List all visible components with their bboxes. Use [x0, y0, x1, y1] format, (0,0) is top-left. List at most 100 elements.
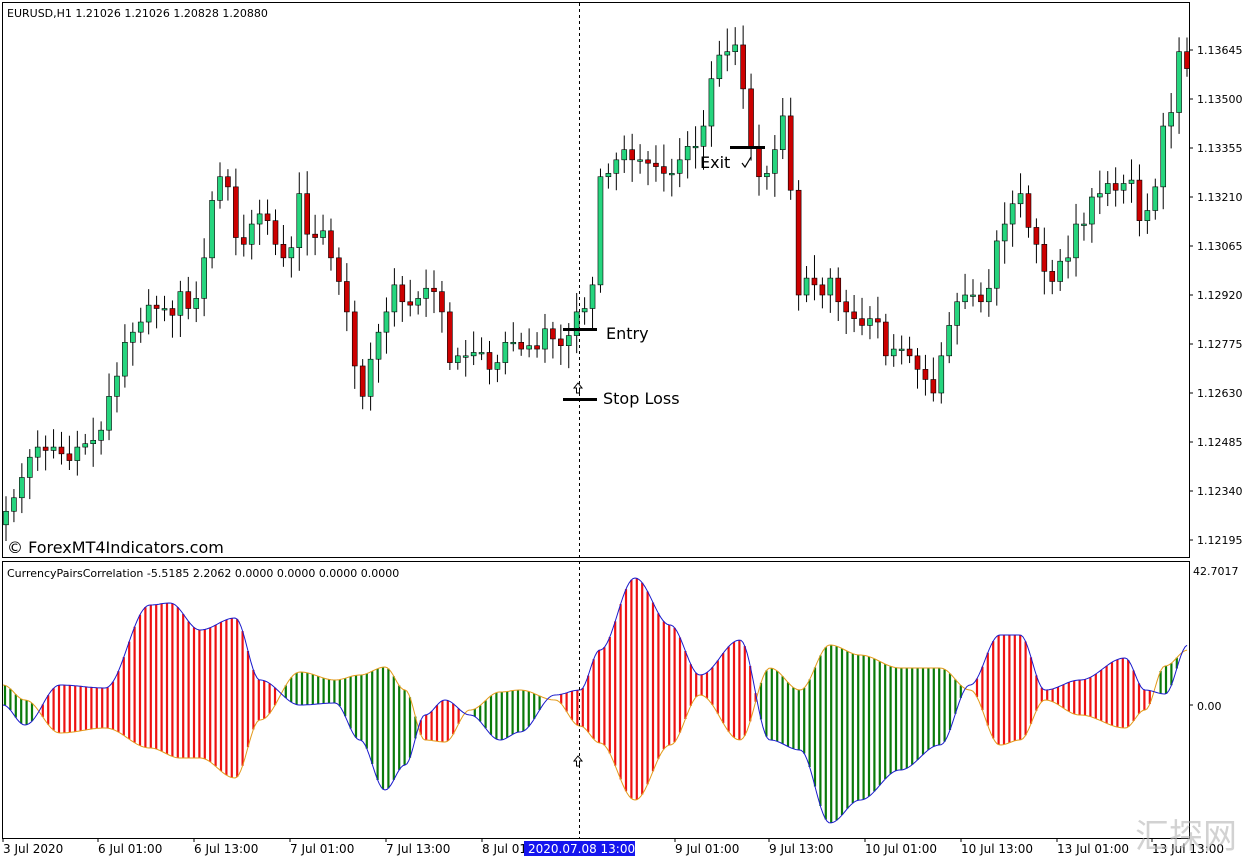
candle: [272, 209, 279, 256]
price-tick-label: 1.12195: [1197, 534, 1243, 547]
candle: [169, 300, 176, 338]
candle: [890, 334, 897, 367]
candle: [573, 293, 580, 354]
crosshair-date-box: [524, 841, 635, 856]
site-logo: 汇探网: [1135, 817, 1237, 857]
candle: [1112, 167, 1119, 207]
candle: [1017, 173, 1024, 218]
candle: [58, 431, 65, 465]
candle: [359, 359, 366, 410]
candle: [843, 289, 849, 334]
candle: [542, 313, 548, 363]
crosshair-date-label: 2020.07.08 13:00: [528, 842, 635, 856]
candle: [779, 98, 786, 160]
indicator-zero-label: 0.00: [1197, 700, 1222, 713]
candle: [320, 214, 326, 245]
candle: [661, 144, 667, 192]
candle: [930, 357, 937, 402]
time-tick-label: 9 Jul 01:00: [675, 842, 739, 856]
exit-label: Exit: [700, 153, 730, 172]
candle: [1065, 235, 1071, 279]
candle: [1184, 37, 1190, 77]
candle: [653, 145, 659, 182]
candle: [177, 280, 184, 337]
candle: [1120, 174, 1127, 204]
candle: [875, 296, 881, 339]
candle: [986, 269, 992, 317]
candle: [938, 342, 945, 404]
price-tick-label: 1.13065: [1197, 240, 1243, 253]
candle: [708, 61, 715, 147]
candle: [558, 324, 564, 365]
candle: [431, 270, 437, 314]
buy-arrow-icon: [572, 382, 584, 394]
time-tick-label: 13 Jul 13:00: [1152, 842, 1224, 856]
candle: [454, 347, 461, 370]
candle: [581, 297, 588, 325]
candle: [344, 263, 350, 332]
candle: [700, 110, 707, 170]
candle: [1160, 112, 1167, 210]
candle: [970, 279, 976, 307]
candle: [668, 158, 675, 197]
price-tick-label: 1.12485: [1197, 436, 1243, 449]
candle: [1001, 202, 1008, 264]
candle: [1057, 249, 1063, 291]
candle: [803, 266, 810, 303]
time-tick-label: 10 Jul 13:00: [961, 842, 1033, 856]
price-tick-label: 1.13355: [1197, 142, 1243, 155]
candle: [859, 297, 865, 336]
candle: [415, 291, 421, 315]
candle: [787, 97, 794, 200]
candle: [772, 135, 778, 197]
candle: [502, 331, 509, 375]
candle: [724, 28, 731, 72]
candlesticks: [3, 25, 1190, 542]
candle: [391, 268, 398, 327]
candle: [470, 331, 477, 366]
symbol-info: EURUSD,H1 1.21026 1.21026 1.20828 1.2088…: [7, 7, 268, 20]
candle: [145, 289, 152, 335]
candle: [351, 300, 358, 389]
candle: [795, 180, 802, 311]
candle: [193, 281, 200, 323]
indicator-histogram: [3, 578, 1178, 823]
candle: [962, 273, 968, 310]
price-tick-label: 1.12630: [1197, 387, 1243, 400]
candle: [42, 435, 49, 471]
candle: [550, 321, 556, 359]
candle: [185, 276, 192, 320]
blue-line: [2, 577, 1188, 824]
candle: [922, 354, 929, 396]
time-axis: 3 Jul 2020 6 Jul 01:00 6 Jul 13:00 7 Jul 01…: [2, 838, 1224, 856]
candle: [217, 162, 223, 209]
time-tick-label: 9 Jul 13:00: [769, 842, 833, 856]
candle: [1049, 259, 1056, 295]
main-chart-frame: [2, 2, 1190, 558]
candle: [11, 489, 17, 523]
time-tick-label: 10 Jul 01:00: [865, 842, 937, 856]
candle: [851, 295, 857, 333]
entry-label: Entry: [606, 324, 649, 343]
candle: [494, 354, 501, 383]
indicator-title: CurrencyPairsCorrelation -5.5185 2.2062 …: [7, 567, 399, 580]
candle: [906, 336, 913, 364]
candle: [34, 430, 41, 471]
candle: [597, 168, 604, 293]
candle: [153, 295, 160, 329]
time-tick-label: 6 Jul 01:00: [98, 842, 162, 856]
candle: [114, 362, 120, 413]
candle: [811, 255, 818, 301]
candle: [74, 430, 81, 476]
candle: [248, 209, 255, 260]
candle: [1168, 93, 1174, 149]
candle: [82, 433, 89, 455]
time-tick-label: 13 Jul 01:00: [1057, 842, 1129, 856]
candle: [90, 417, 96, 467]
candle: [50, 429, 57, 459]
exit-check-icon: [741, 156, 752, 169]
candle: [534, 332, 540, 358]
candle: [914, 348, 921, 389]
candle: [1033, 218, 1040, 264]
